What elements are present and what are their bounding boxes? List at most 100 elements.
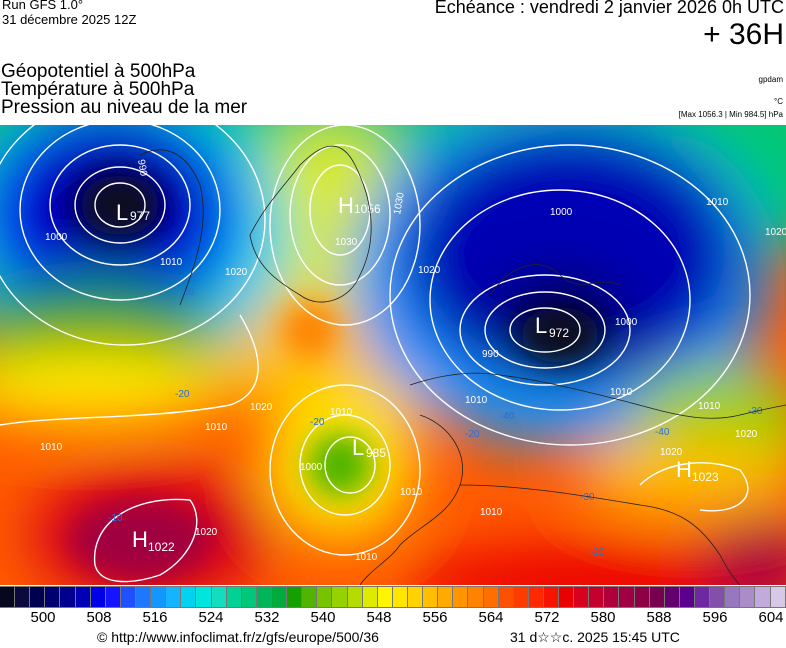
color-swatch xyxy=(45,587,61,607)
color-swatch xyxy=(543,587,560,607)
color-scale-tick: 564 xyxy=(478,609,504,626)
temperature-label: -30 xyxy=(580,492,595,503)
svg-text:985: 985 xyxy=(366,446,386,460)
isobar-label: 1010 xyxy=(706,197,729,208)
color-swatch xyxy=(559,587,575,607)
coastlines xyxy=(139,145,786,585)
high-center: H 1056 xyxy=(338,193,381,218)
map-titles: Géopotentiel à 500hPa Température à 500h… xyxy=(1,61,248,118)
isobar-label: 1010 xyxy=(40,442,63,453)
color-swatch xyxy=(166,587,182,607)
color-swatch xyxy=(30,587,46,607)
color-scale-tick: 532 xyxy=(254,609,280,626)
color-swatch xyxy=(438,587,454,607)
title-pressure: Pression au niveau de la mer xyxy=(1,97,248,118)
color-swatch xyxy=(211,587,227,607)
svg-text:L: L xyxy=(535,313,547,338)
unit-gpdam: gpdam xyxy=(758,75,783,84)
isobar-label: 990 xyxy=(135,159,149,178)
isobar-label: 1010 xyxy=(480,507,503,518)
color-scale-tick: 580 xyxy=(590,609,616,626)
svg-text:972: 972 xyxy=(549,326,569,340)
color-swatch xyxy=(423,587,439,607)
color-swatch xyxy=(740,587,756,607)
isobar-label: 1010 xyxy=(160,257,183,268)
color-scale-tick: 500 xyxy=(30,609,56,626)
color-swatch xyxy=(181,587,197,607)
svg-text:L: L xyxy=(116,200,128,225)
color-swatch xyxy=(196,587,212,607)
title-temperature: Température à 500hPa xyxy=(1,79,195,100)
svg-text:H: H xyxy=(132,527,148,552)
isobar-label: 1010 xyxy=(355,552,378,563)
color-scale-tick: 540 xyxy=(310,609,336,626)
isobar-label: 1000 xyxy=(300,462,323,473)
color-scale-tick: 572 xyxy=(534,609,560,626)
isobar-label: 1020 xyxy=(250,402,273,413)
pressure-range: [Max 1056.3 | Min 984.5] hPa xyxy=(678,110,783,119)
temperature-label: -20 xyxy=(180,287,195,298)
color-swatch xyxy=(135,587,152,607)
isobar-label: 1030 xyxy=(392,191,407,215)
forecast-valid-time: Echéance : vendredi 2 janvier 2026 0h UT… xyxy=(434,0,784,17)
isobar-labels: 990 1000 1010 1020 1010 1030 1030 1000 1… xyxy=(40,159,786,563)
run-date: 31 décembre 2025 12Z xyxy=(2,12,137,27)
isobar-label: 1010 xyxy=(465,395,488,406)
svg-text:977: 977 xyxy=(130,209,150,223)
color-swatch xyxy=(377,587,393,607)
color-swatch xyxy=(241,587,257,607)
color-swatch xyxy=(407,587,424,607)
generated-date: 31 d☆☆c. 2025 15:45 UTC xyxy=(510,629,680,645)
source-link[interactable]: © http://www.infoclimat.fr/z/gfs/europe/… xyxy=(97,629,379,645)
color-swatch xyxy=(75,587,91,607)
isobar-label: 990 xyxy=(482,349,499,360)
low-center: L 985 xyxy=(352,435,386,460)
color-swatch xyxy=(317,587,333,607)
color-swatch xyxy=(770,587,786,607)
weather-map[interactable]: L 977 H 1056 L 972 L 985 H 1022 H 1023 990 100… xyxy=(0,125,786,585)
svg-text:L: L xyxy=(352,435,364,460)
color-swatch xyxy=(287,587,303,607)
temperature-label: -20 xyxy=(175,389,190,400)
color-swatch xyxy=(90,587,106,607)
color-scale-tick: 596 xyxy=(702,609,728,626)
map-svg: L 977 H 1056 L 972 L 985 H 1022 H 1023 990 100… xyxy=(0,125,786,585)
color-swatch xyxy=(755,587,771,607)
isobar-label: 1010 xyxy=(610,387,633,398)
color-scale xyxy=(0,586,786,608)
color-swatch xyxy=(589,587,605,607)
color-swatch xyxy=(347,587,363,607)
color-swatch xyxy=(256,587,272,607)
color-swatch xyxy=(15,587,31,607)
temperature-label: -20 xyxy=(310,417,325,428)
isobar-label: 1000 xyxy=(615,317,638,328)
color-swatch xyxy=(453,587,469,607)
color-swatch xyxy=(120,587,136,607)
low-center: L 972 xyxy=(535,313,569,340)
color-swatch xyxy=(725,587,741,607)
svg-text:1022: 1022 xyxy=(148,540,175,554)
isobar-label: 1020 xyxy=(765,227,786,238)
temperature-label: -40 xyxy=(500,411,515,422)
high-center: H 1022 xyxy=(132,527,175,554)
temperature-label: -20 xyxy=(590,547,605,558)
svg-text:1056: 1056 xyxy=(354,202,381,216)
title-geopotential: Géopotentiel à 500hPa xyxy=(1,61,196,82)
low-center: L 977 xyxy=(116,200,150,225)
color-swatch xyxy=(498,587,514,607)
run-info: Run GFS 1.0° 31 décembre 2025 12Z xyxy=(2,0,136,27)
isobars xyxy=(0,125,751,583)
run-model: Run GFS 1.0° xyxy=(2,0,84,12)
color-swatch xyxy=(664,587,680,607)
isobar-label: 1020 xyxy=(195,527,218,538)
color-swatch xyxy=(513,587,529,607)
isobar-label: 1020 xyxy=(660,447,683,458)
color-swatch xyxy=(695,587,711,607)
lead-time: + 36H xyxy=(703,18,784,51)
color-swatch xyxy=(679,587,696,607)
svg-text:1023: 1023 xyxy=(692,470,719,484)
color-swatch xyxy=(151,587,167,607)
color-scale-tick: 524 xyxy=(198,609,224,626)
isobar-label: 1020 xyxy=(225,267,248,278)
color-swatch xyxy=(105,587,121,607)
